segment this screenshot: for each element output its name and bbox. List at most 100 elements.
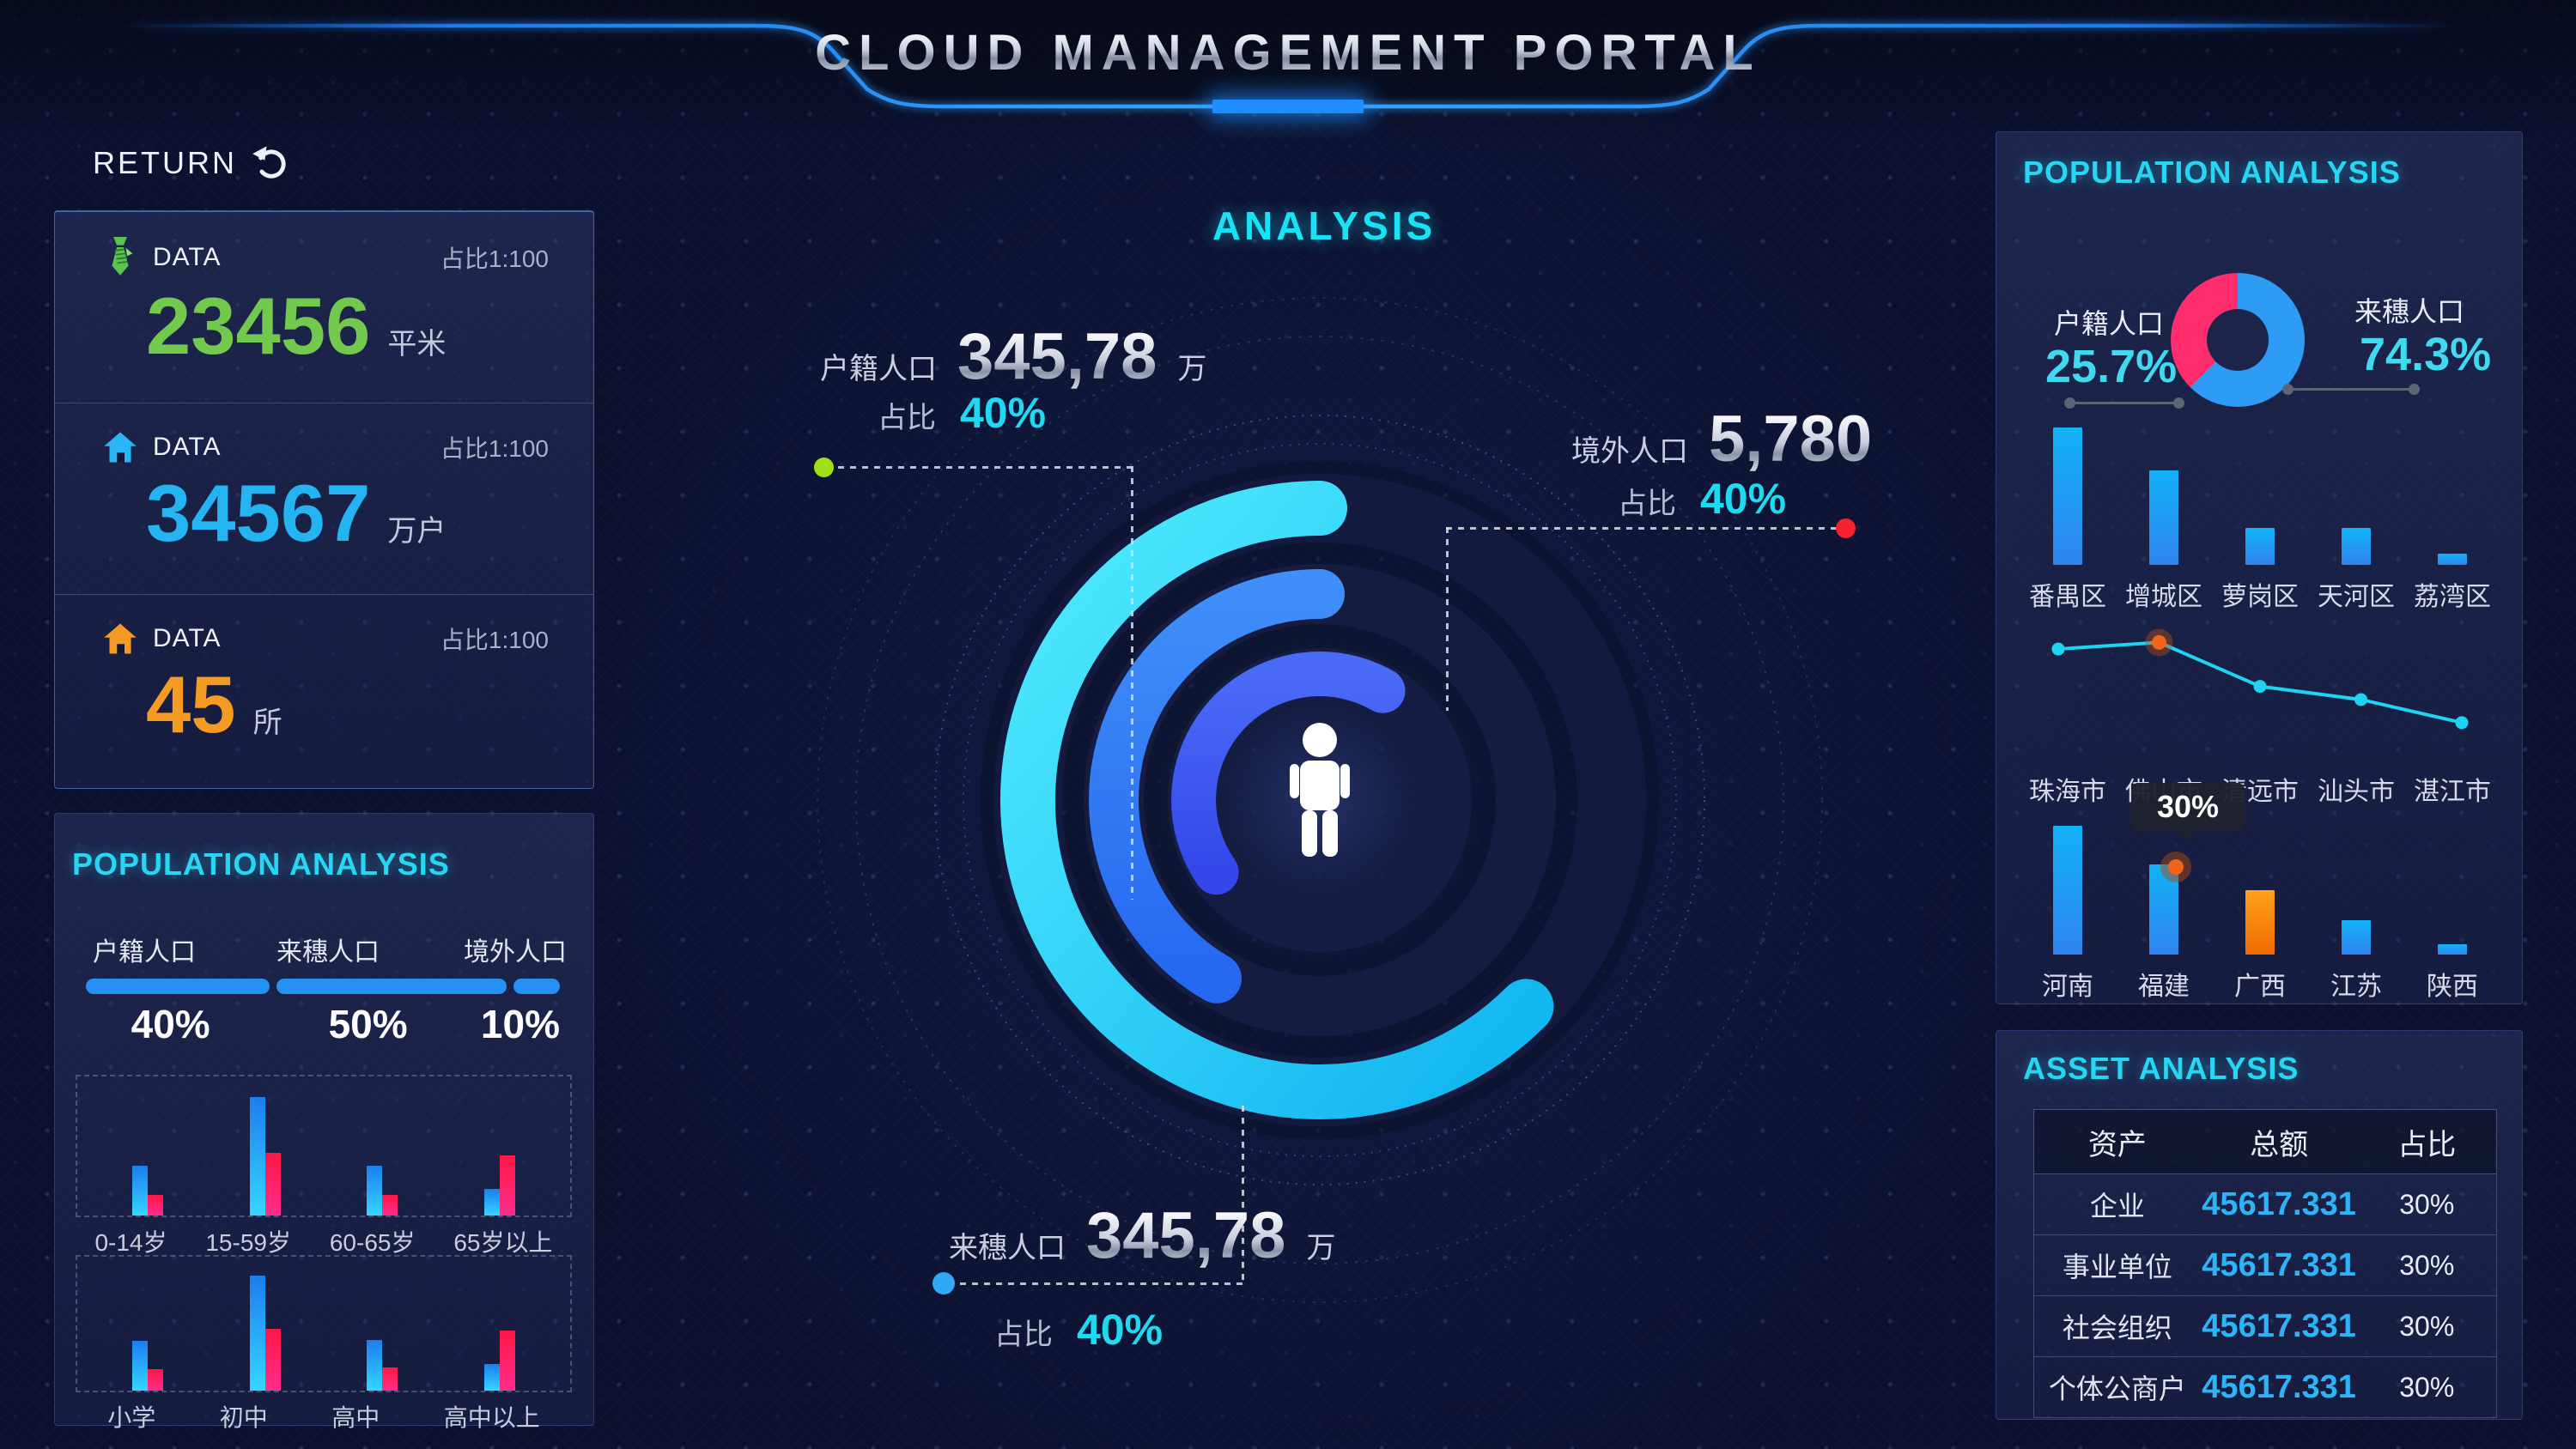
leader-line	[826, 466, 1132, 469]
category-label: 高中以上	[443, 1404, 540, 1431]
bar-pink[interactable]	[148, 1194, 164, 1216]
category-label: 60-65岁	[329, 1229, 416, 1256]
bar[interactable]	[2053, 826, 2082, 955]
population-donut-chart[interactable]	[2171, 273, 2305, 407]
population-left-title: POPULATION ANALYSIS	[72, 846, 450, 882]
category-label: 0-14岁	[94, 1229, 167, 1256]
cell-ratio: 30%	[2399, 1188, 2455, 1220]
bar-pink[interactable]	[382, 1367, 398, 1391]
data-card-sites: DATA 占比1:100 45 所	[55, 594, 593, 785]
bar-blue[interactable]	[132, 1341, 149, 1391]
bar[interactable]	[2149, 470, 2178, 565]
card-label: DATA	[153, 433, 222, 461]
card-ratio: 占比1:100	[440, 246, 549, 272]
leader-line	[1242, 1106, 1244, 1284]
stat-domestic-ratio: 占比 40%	[878, 388, 1046, 438]
col-header-asset: 资产	[2087, 1128, 2147, 1161]
population-segment-percents: 40% 50% 10%	[86, 1001, 560, 1047]
bar[interactable]	[2342, 527, 2371, 565]
bar-blue[interactable]	[367, 1339, 383, 1391]
leader-line	[1131, 466, 1133, 900]
card-label: DATA	[153, 243, 222, 271]
cell-ratio: 30%	[2399, 1371, 2455, 1403]
table-row: 社会组织 45617.331 30%	[2034, 1295, 2496, 1356]
ring-foreign-arc	[1171, 652, 1406, 895]
bar-blue[interactable]	[483, 1189, 500, 1216]
segment[interactable]	[86, 979, 270, 994]
bar-group[interactable]	[249, 1257, 281, 1391]
category-label: 15-59岁	[205, 1229, 291, 1256]
bar-blue[interactable]	[367, 1165, 383, 1216]
bar[interactable]	[2342, 919, 2371, 955]
card-value: 45	[146, 659, 236, 749]
data-card-household: DATA 占比1:100 34567 万户	[55, 403, 593, 594]
stat-migrant: 来穗人口 345,78 万	[949, 1198, 1335, 1273]
cell-total: 45617.331	[2202, 1246, 2356, 1283]
page-title: CLOUD MANAGEMENT PORTAL	[0, 24, 2576, 82]
ratio-value: 40%	[960, 389, 1047, 437]
category-label: 初中	[219, 1404, 268, 1431]
bar-pink[interactable]	[148, 1369, 164, 1391]
age-bar-chart: 0-14岁 15-59岁 60-65岁 65岁以上	[76, 1075, 572, 1258]
bar-group[interactable]	[367, 1076, 398, 1216]
bar-group[interactable]	[249, 1076, 281, 1216]
province-bar-chart: 河南 福建 广西 江苏 陕西	[2020, 826, 2500, 1003]
bar-group[interactable]	[132, 1076, 164, 1216]
bar-blue[interactable]	[249, 1275, 265, 1391]
category-label: 65岁以上	[453, 1229, 553, 1256]
segment-label-migrant: 来穗人口	[276, 938, 380, 967]
segment[interactable]	[276, 979, 507, 994]
bar[interactable]	[2438, 554, 2467, 565]
leader-line	[1446, 527, 1449, 711]
red-dot	[1836, 518, 1856, 538]
bar-pink[interactable]	[264, 1329, 281, 1391]
bar[interactable]	[2053, 427, 2082, 565]
bar-group[interactable]	[132, 1257, 164, 1391]
return-button[interactable]: RETURN	[93, 144, 292, 182]
card-ratio: 占比1:100	[440, 627, 549, 653]
ratio-label: 占比	[878, 402, 936, 434]
card-unit: 万户	[387, 515, 447, 548]
cell-ratio: 30%	[2399, 1310, 2455, 1342]
bar-group[interactable]	[367, 1257, 398, 1391]
bar-pink[interactable]	[382, 1194, 398, 1216]
analysis-title: ANALYSIS	[1212, 203, 1437, 248]
bar-pink[interactable]	[499, 1155, 515, 1216]
stat-migrant-ratio: 占比 40%	[994, 1305, 1163, 1355]
population-left-panel	[54, 813, 594, 1426]
category-label: 江苏	[2330, 973, 2382, 1001]
category-label: 河南	[2042, 973, 2093, 1001]
category-label: 广西	[2234, 973, 2286, 1001]
stat-domestic: 户籍人口 345,78 万	[820, 319, 1206, 394]
bar-pink[interactable]	[499, 1330, 515, 1391]
data-card-area: DATA 占比1:100 23456 平米	[55, 211, 593, 403]
bar-group[interactable]	[483, 1076, 515, 1216]
title-glow-bar	[1212, 100, 1364, 113]
blue-dot	[933, 1272, 955, 1294]
population-segment-bar[interactable]	[86, 979, 560, 994]
category-label: 番禺区	[2029, 583, 2106, 611]
stat-label: 户籍人口	[820, 353, 937, 385]
bar-blue[interactable]	[249, 1097, 265, 1216]
bar[interactable]	[2438, 944, 2467, 955]
bar-blue[interactable]	[132, 1165, 149, 1216]
undo-icon	[252, 146, 286, 179]
bar-pink[interactable]	[264, 1153, 281, 1216]
city-line-chart: 珠海市佛山市清远市汕头市湛江市	[2020, 627, 2500, 808]
bar-blue[interactable]	[483, 1363, 500, 1391]
bar[interactable]	[2245, 890, 2275, 955]
bar[interactable]	[2245, 527, 2275, 565]
donut-percent-migrant: 74.3%	[2360, 329, 2492, 380]
green-dot	[814, 458, 834, 477]
highlight-marker-dot	[2168, 859, 2184, 875]
house-icon	[104, 623, 137, 654]
segment-percent: 50%	[328, 1002, 408, 1046]
cell-ratio: 30%	[2399, 1249, 2455, 1281]
table-row: 企业 45617.331 30%	[2034, 1173, 2496, 1234]
bar-group[interactable]	[483, 1257, 515, 1391]
cell-total: 45617.331	[2202, 1185, 2356, 1222]
segment[interactable]	[513, 979, 560, 994]
stat-foreign: 境外人口 5,780	[1571, 402, 1872, 476]
category-label: 荔湾区	[2414, 583, 2491, 611]
donut-label-migrant: 来穗人口	[2354, 296, 2465, 327]
